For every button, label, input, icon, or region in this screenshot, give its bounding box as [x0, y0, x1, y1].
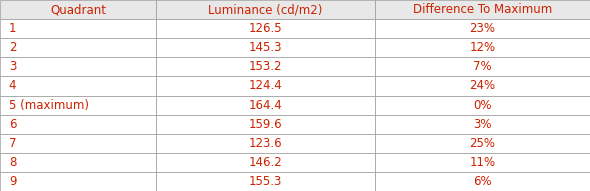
Text: 7: 7	[9, 137, 17, 150]
Text: 6%: 6%	[473, 175, 491, 188]
Bar	[156, 76, 375, 96]
Bar	[375, 19, 590, 38]
Bar	[375, 0, 590, 19]
Text: 123.6: 123.6	[249, 137, 282, 150]
Text: 6: 6	[9, 118, 17, 131]
Text: 7%: 7%	[473, 60, 491, 73]
Text: 159.6: 159.6	[249, 118, 282, 131]
Text: 153.2: 153.2	[249, 60, 282, 73]
Bar	[0, 134, 156, 153]
Text: 0%: 0%	[473, 99, 491, 112]
Text: Quadrant: Quadrant	[50, 3, 106, 16]
Text: 3: 3	[9, 60, 17, 73]
Text: 155.3: 155.3	[249, 175, 282, 188]
Text: 145.3: 145.3	[249, 41, 282, 54]
Bar	[156, 134, 375, 153]
Bar	[375, 153, 590, 172]
Text: 164.4: 164.4	[248, 99, 283, 112]
Bar	[156, 57, 375, 76]
Text: 5 (maximum): 5 (maximum)	[9, 99, 89, 112]
Bar	[156, 153, 375, 172]
Text: 124.4: 124.4	[248, 79, 283, 92]
Bar	[0, 76, 156, 96]
Bar	[156, 115, 375, 134]
Text: 146.2: 146.2	[248, 156, 283, 169]
Text: 1: 1	[9, 22, 17, 35]
Text: 126.5: 126.5	[249, 22, 282, 35]
Bar	[375, 172, 590, 191]
Bar	[0, 57, 156, 76]
Bar	[0, 172, 156, 191]
Bar	[0, 115, 156, 134]
Bar	[0, 19, 156, 38]
Bar	[375, 76, 590, 96]
Bar	[156, 96, 375, 115]
Bar	[0, 0, 156, 19]
Text: 8: 8	[9, 156, 17, 169]
Bar	[375, 115, 590, 134]
Text: 9: 9	[9, 175, 17, 188]
Bar	[0, 38, 156, 57]
Bar	[375, 38, 590, 57]
Bar	[0, 96, 156, 115]
Bar	[156, 19, 375, 38]
Text: 24%: 24%	[469, 79, 496, 92]
Text: Luminance (cd/m2): Luminance (cd/m2)	[208, 3, 323, 16]
Text: Difference To Maximum: Difference To Maximum	[412, 3, 552, 16]
Text: 11%: 11%	[469, 156, 496, 169]
Bar	[375, 96, 590, 115]
Text: 2: 2	[9, 41, 17, 54]
Text: 12%: 12%	[469, 41, 496, 54]
Text: 4: 4	[9, 79, 17, 92]
Bar	[0, 153, 156, 172]
Text: 25%: 25%	[469, 137, 496, 150]
Bar	[375, 134, 590, 153]
Bar	[375, 57, 590, 76]
Text: 23%: 23%	[469, 22, 496, 35]
Bar	[156, 38, 375, 57]
Bar	[156, 172, 375, 191]
Bar	[156, 0, 375, 19]
Text: 3%: 3%	[473, 118, 491, 131]
